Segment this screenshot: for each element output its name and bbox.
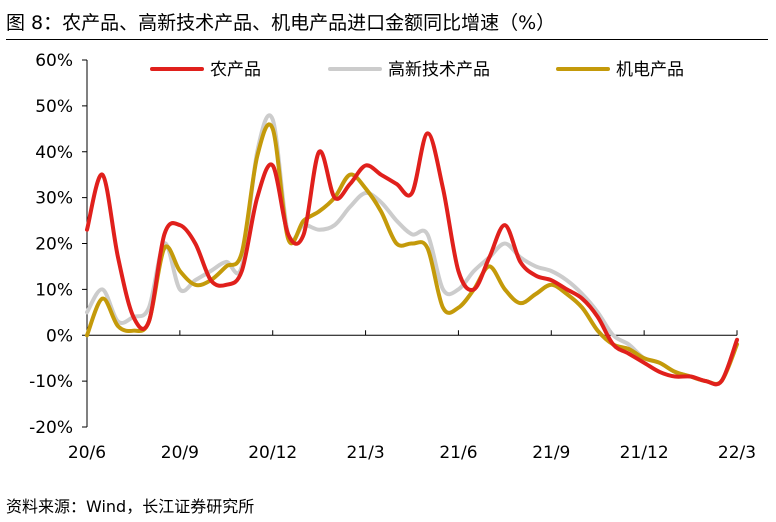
x-tick-label: 22/3 xyxy=(718,443,756,463)
series-line-3 xyxy=(85,122,739,386)
x-tick-label: 20/6 xyxy=(68,443,106,463)
y-tick-label: 10% xyxy=(35,280,73,300)
x-tick-label: 21/6 xyxy=(439,443,477,463)
legend-label-1: 农产品 xyxy=(210,60,261,80)
chart-title: 图 8：农产品、高新技术产品、机电产品进口金额同比增速（%） xyxy=(6,12,556,34)
title-underline xyxy=(6,39,768,40)
x-tick-label: 21/12 xyxy=(620,443,669,463)
series-layer xyxy=(85,113,739,387)
axes: -20% -10% 0% 10% 20% 30% 40% 50% 60% 20/6 20/9 20/1… xyxy=(29,51,756,463)
x-tick-label: 20/9 xyxy=(161,443,199,463)
legend: 农产品 高新技术产品 机电产品 xyxy=(150,60,684,80)
y-tick-label: 0% xyxy=(46,326,73,346)
x-tick-label: 21/3 xyxy=(346,443,384,463)
x-tick-label: 20/12 xyxy=(248,443,297,463)
x-tick-label: 21/9 xyxy=(532,443,570,463)
y-tick-label: 60% xyxy=(35,51,73,71)
source-note: 资料来源：Wind，长江证券研究所 xyxy=(6,497,255,516)
y-tick-label: -10% xyxy=(29,372,73,392)
y-tick-label: 20% xyxy=(35,235,73,255)
legend-label-2: 高新技术产品 xyxy=(388,60,490,80)
series-line-1 xyxy=(85,131,739,387)
y-tick-label: 50% xyxy=(35,97,73,117)
y-tick-label: 30% xyxy=(35,189,73,209)
legend-label-3: 机电产品 xyxy=(616,60,684,80)
y-tick-label: 40% xyxy=(35,143,73,163)
y-tick-label: -20% xyxy=(29,418,73,438)
series-line-2 xyxy=(85,113,739,387)
